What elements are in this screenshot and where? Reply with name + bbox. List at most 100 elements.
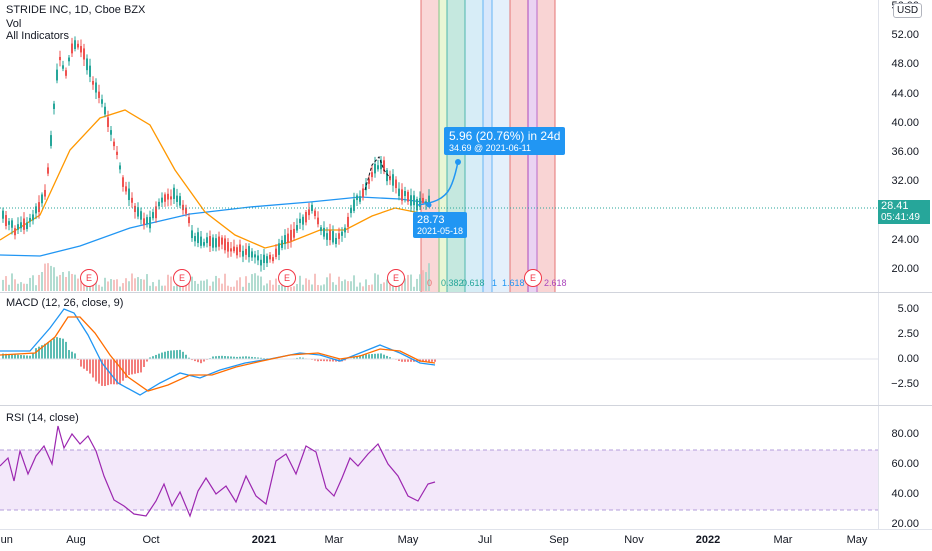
macd-histogram-bar	[119, 359, 121, 384]
volume-legend[interactable]: Vol	[6, 18, 22, 30]
macd-histogram-bar	[326, 359, 328, 362]
macd-histogram-bar	[89, 359, 91, 374]
time-tick: Oct	[142, 534, 160, 546]
indicators-legend[interactable]: All Indicators	[6, 30, 69, 42]
candle-body	[281, 240, 283, 248]
rsi-canvas[interactable]	[0, 406, 878, 528]
earnings-event-marker[interactable]: E	[524, 269, 542, 287]
price-tick: 20.00	[891, 263, 919, 275]
candle-body	[98, 91, 100, 98]
candle-body	[305, 212, 307, 223]
volume-bar	[53, 267, 55, 291]
price-chart-canvas[interactable]	[0, 0, 878, 292]
volume-bar	[215, 275, 217, 291]
earnings-event-marker[interactable]: E	[173, 269, 191, 287]
candle-body	[398, 188, 400, 197]
volume-bar	[221, 283, 223, 291]
macd-histogram-bar	[8, 354, 10, 359]
macd-histogram-bar	[38, 346, 40, 359]
earnings-event-marker[interactable]: E	[387, 269, 405, 287]
earnings-event-marker[interactable]: E	[80, 269, 98, 287]
candle-body	[194, 236, 196, 242]
fib-label-1618: 1.618	[502, 278, 525, 288]
volume-bar	[203, 280, 205, 291]
projection-change-text: 5.96 (20.76%) in 24d	[449, 129, 561, 143]
projection-start-box[interactable]: 28.73 2021-05-18	[413, 212, 468, 238]
candle-body	[308, 209, 310, 216]
candle-body	[131, 197, 133, 203]
rsi-pane[interactable]: RSI (14, close)	[0, 406, 878, 528]
candle-body	[191, 230, 193, 239]
volume-bar	[230, 286, 232, 291]
volume-bar	[257, 275, 259, 291]
volume-bar	[290, 286, 292, 291]
volume-bar	[308, 279, 310, 291]
candle-body	[77, 43, 79, 48]
volume-bar	[386, 279, 388, 291]
price-tick: 24.00	[891, 234, 919, 246]
candle-body	[410, 195, 412, 206]
macd-legend[interactable]: MACD (12, 26, close, 9)	[6, 297, 124, 309]
volume-bar	[17, 283, 19, 291]
volume-bar	[140, 279, 142, 291]
candle-body	[302, 216, 304, 225]
candle-body	[146, 217, 148, 224]
candle-body	[335, 237, 337, 245]
volume-bar	[389, 284, 391, 291]
candle-body	[5, 215, 7, 226]
candle-body	[101, 99, 103, 104]
macd-axis[interactable]: 5.00 2.50 0.00 −2.50	[878, 293, 932, 405]
macd-histogram-bar	[146, 359, 148, 362]
volume-bar	[14, 279, 16, 291]
volume-bar	[8, 284, 10, 291]
volume-bar	[29, 277, 31, 291]
volume-bar	[35, 285, 37, 291]
fib-label-0618: 0.618	[462, 278, 485, 288]
macd-histogram-bar	[317, 359, 319, 362]
candle-body	[35, 206, 37, 214]
pane-separator[interactable]	[0, 292, 932, 293]
time-tick: 2022	[695, 534, 721, 546]
candle-body	[107, 117, 109, 127]
macd-histogram-bar	[365, 354, 367, 359]
candle-body	[56, 69, 58, 81]
candle-body	[269, 254, 271, 260]
macd-histogram-bar	[371, 354, 373, 359]
time-axis[interactable]: Jun Aug Oct 2021 Mar May Jul Sep Nov 202…	[0, 529, 932, 551]
projection-start-point[interactable]	[426, 202, 432, 208]
macd-histogram-bar	[173, 350, 175, 359]
volume-bar	[200, 280, 202, 291]
projection-target-point[interactable]	[455, 159, 461, 165]
volume-bar	[68, 271, 70, 291]
candle-body	[377, 165, 379, 170]
volume-bar	[38, 274, 40, 291]
candle-body	[332, 231, 334, 243]
price-chart-pane[interactable]: E E E E E 0 0.382 0.618 1 1.618 2.618 5.96 (…	[0, 0, 878, 292]
volume-bar	[5, 276, 7, 291]
macd-histogram-bar	[152, 356, 154, 359]
macd-histogram-bar	[86, 359, 88, 371]
macd-pane[interactable]: MACD (12, 26, close, 9)	[0, 293, 878, 405]
price-axis[interactable]: 56.00 52.00 48.00 44.00 40.00 36.00 32.0…	[878, 0, 932, 292]
volume-bar	[80, 281, 82, 291]
earnings-event-marker[interactable]: E	[278, 269, 296, 287]
macd-histogram-bar	[179, 349, 181, 359]
candle-body	[113, 141, 115, 147]
macd-canvas[interactable]	[0, 293, 878, 405]
symbol-legend[interactable]: STRIDE INC, 1D, Cboe BZX	[6, 4, 146, 16]
macd-histogram-bar	[398, 359, 400, 361]
macd-histogram-bar	[254, 357, 256, 359]
volume-bar	[227, 285, 229, 291]
projection-info-box[interactable]: 5.96 (20.76%) in 24d 34.69 @ 2021-06-11	[444, 127, 566, 155]
candle-body	[317, 217, 319, 225]
pane-separator[interactable]	[0, 405, 932, 406]
rsi-tick: 80.00	[891, 428, 919, 440]
rsi-legend[interactable]: RSI (14, close)	[6, 412, 79, 424]
currency-button[interactable]: USD	[893, 3, 923, 18]
macd-histogram-bar	[332, 359, 334, 362]
candle-body	[386, 170, 388, 182]
rsi-axis[interactable]: 80.00 60.00 40.00 20.00	[878, 406, 932, 530]
fib-label-1: 1	[492, 278, 498, 288]
candle-body	[389, 175, 391, 181]
macd-histogram-bar	[425, 359, 427, 362]
